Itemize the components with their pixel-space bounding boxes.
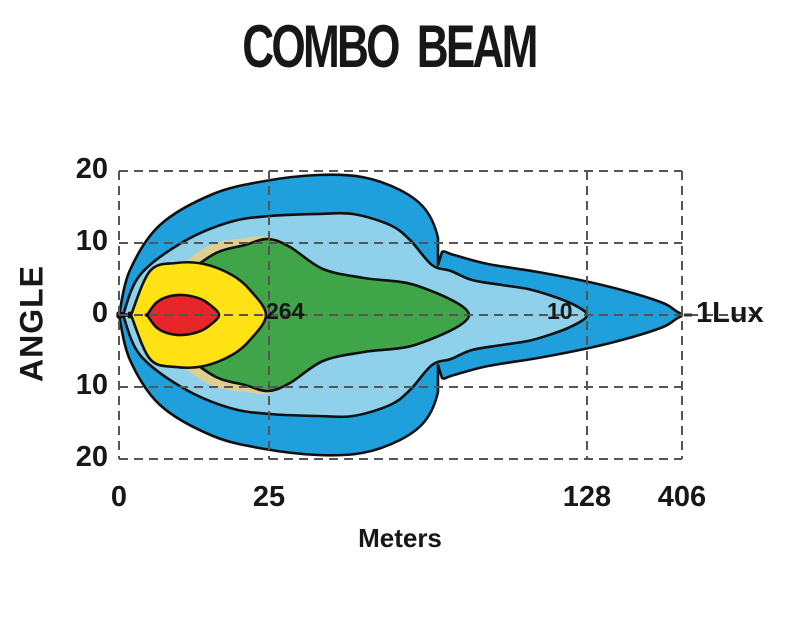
svg-text:0: 0	[92, 297, 108, 329]
svg-text:25: 25	[253, 481, 285, 513]
svg-text:264: 264	[266, 298, 305, 324]
svg-text:10: 10	[76, 369, 108, 401]
svg-text:10: 10	[547, 298, 573, 324]
svg-text:128: 128	[563, 481, 611, 513]
svg-text:406: 406	[658, 481, 706, 513]
svg-text:0: 0	[111, 481, 127, 513]
svg-text:20: 20	[76, 441, 108, 473]
svg-text:10: 10	[76, 225, 108, 257]
svg-text:20: 20	[76, 153, 108, 185]
svg-text:1Lux: 1Lux	[696, 297, 764, 329]
